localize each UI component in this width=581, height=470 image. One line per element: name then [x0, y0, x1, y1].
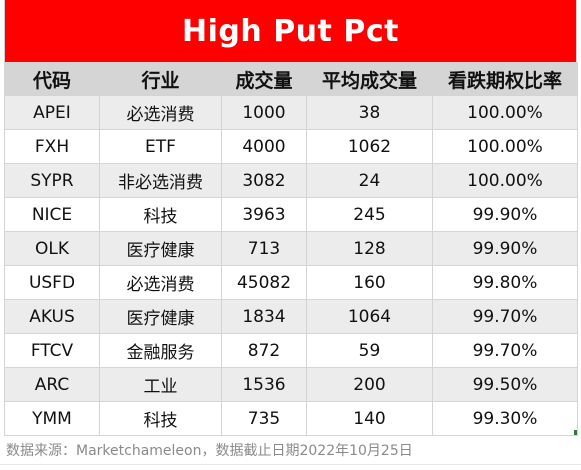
table-row: FTCV 金融服务 872 59 99.70%: [4, 333, 578, 368]
cell-sector[interactable]: 医疗健康: [99, 231, 222, 266]
cell-put-ratio[interactable]: 99.70%: [432, 299, 578, 334]
cell-volume[interactable]: 3963: [221, 197, 307, 232]
table-row: FXH ETF 4000 1062 100.00%: [4, 129, 578, 164]
cell-put-ratio[interactable]: 99.30%: [432, 401, 578, 436]
cell-put-ratio[interactable]: 99.80%: [432, 265, 578, 300]
cell-volume[interactable]: 1536: [221, 367, 307, 402]
cell-volume[interactable]: 872: [221, 333, 307, 368]
header-put-ratio[interactable]: 看跌期权比率: [432, 62, 578, 96]
cell-avg-volume[interactable]: 38: [306, 95, 433, 130]
cell-put-ratio[interactable]: 99.50%: [432, 367, 578, 402]
cell-avg-volume[interactable]: 140: [306, 401, 433, 436]
cell-sector[interactable]: 科技: [99, 401, 222, 436]
cell-volume[interactable]: 735: [221, 401, 307, 436]
cell-ticker[interactable]: YMM: [4, 401, 100, 436]
cell-put-ratio[interactable]: 100.00%: [432, 95, 578, 130]
cell-sector[interactable]: ETF: [99, 129, 222, 164]
cell-put-ratio[interactable]: 99.90%: [432, 197, 578, 232]
header-volume[interactable]: 成交量: [221, 62, 307, 96]
cell-sector[interactable]: 工业: [99, 367, 222, 402]
cell-ticker[interactable]: NICE: [4, 197, 100, 232]
cell-ticker[interactable]: USFD: [4, 265, 100, 300]
header-row: 代码 行业 成交量 平均成交量 看跌期权比率: [4, 62, 578, 96]
cell-volume[interactable]: 1000: [221, 95, 307, 130]
cell-ticker[interactable]: FTCV: [4, 333, 100, 368]
selection-handle[interactable]: [574, 430, 577, 435]
cell-volume[interactable]: 4000: [221, 129, 307, 164]
cell-sector[interactable]: 必选消费: [99, 95, 222, 130]
cell-avg-volume[interactable]: 59: [306, 333, 433, 368]
cell-ticker[interactable]: SYPR: [4, 163, 100, 198]
source-note: 数据来源：Marketchameleon，数据截止日期2022年10月25日: [6, 443, 413, 459]
header-avg-volume[interactable]: 平均成交量: [306, 62, 433, 96]
cell-volume[interactable]: 1834: [221, 299, 307, 334]
cell-sector[interactable]: 医疗健康: [99, 299, 222, 334]
table-row: SYPR 非必选消费 3082 24 100.00%: [4, 163, 578, 198]
cell-avg-volume[interactable]: 245: [306, 197, 433, 232]
data-table: 代码 行业 成交量 平均成交量 看跌期权比率 APEI 必选消费 1000 38…: [4, 62, 578, 436]
cell-ticker[interactable]: APEI: [4, 95, 100, 130]
table-title: High Put Pct: [182, 13, 399, 49]
cell-sector[interactable]: 金融服务: [99, 333, 222, 368]
table-row: YMM 科技 735 140 99.30%: [4, 401, 578, 436]
table-row: OLK 医疗健康 713 128 99.90%: [4, 231, 578, 266]
table-row: AKUS 医疗健康 1834 1064 99.70%: [4, 299, 578, 334]
cell-put-ratio[interactable]: 100.00%: [432, 163, 578, 198]
cell-avg-volume[interactable]: 200: [306, 367, 433, 402]
cell-avg-volume[interactable]: 1062: [306, 129, 433, 164]
table-row: APEI 必选消费 1000 38 100.00%: [4, 95, 578, 130]
cell-volume[interactable]: 45082: [221, 265, 307, 300]
cell-put-ratio[interactable]: 100.00%: [432, 129, 578, 164]
cell-sector[interactable]: 科技: [99, 197, 222, 232]
title-banner: High Put Pct: [4, 0, 577, 62]
cell-ticker[interactable]: AKUS: [4, 299, 100, 334]
cell-volume[interactable]: 713: [221, 231, 307, 266]
cell-sector[interactable]: 必选消费: [99, 265, 222, 300]
cell-avg-volume[interactable]: 128: [306, 231, 433, 266]
header-ticker[interactable]: 代码: [4, 62, 100, 96]
cell-ticker[interactable]: FXH: [4, 129, 100, 164]
cell-sector[interactable]: 非必选消费: [99, 163, 222, 198]
cell-ticker[interactable]: ARC: [4, 367, 100, 402]
cell-avg-volume[interactable]: 160: [306, 265, 433, 300]
table-row: ARC 工业 1536 200 99.50%: [4, 367, 578, 402]
cell-avg-volume[interactable]: 24: [306, 163, 433, 198]
cell-ticker[interactable]: OLK: [4, 231, 100, 266]
cell-put-ratio[interactable]: 99.70%: [432, 333, 578, 368]
table-row: USFD 必选消费 45082 160 99.80%: [4, 265, 578, 300]
cell-put-ratio[interactable]: 99.90%: [432, 231, 578, 266]
table-row: NICE 科技 3963 245 99.90%: [4, 197, 578, 232]
cell-volume[interactable]: 3082: [221, 163, 307, 198]
sheet-gridline: [0, 464, 581, 465]
header-sector[interactable]: 行业: [99, 62, 222, 96]
cell-avg-volume[interactable]: 1064: [306, 299, 433, 334]
